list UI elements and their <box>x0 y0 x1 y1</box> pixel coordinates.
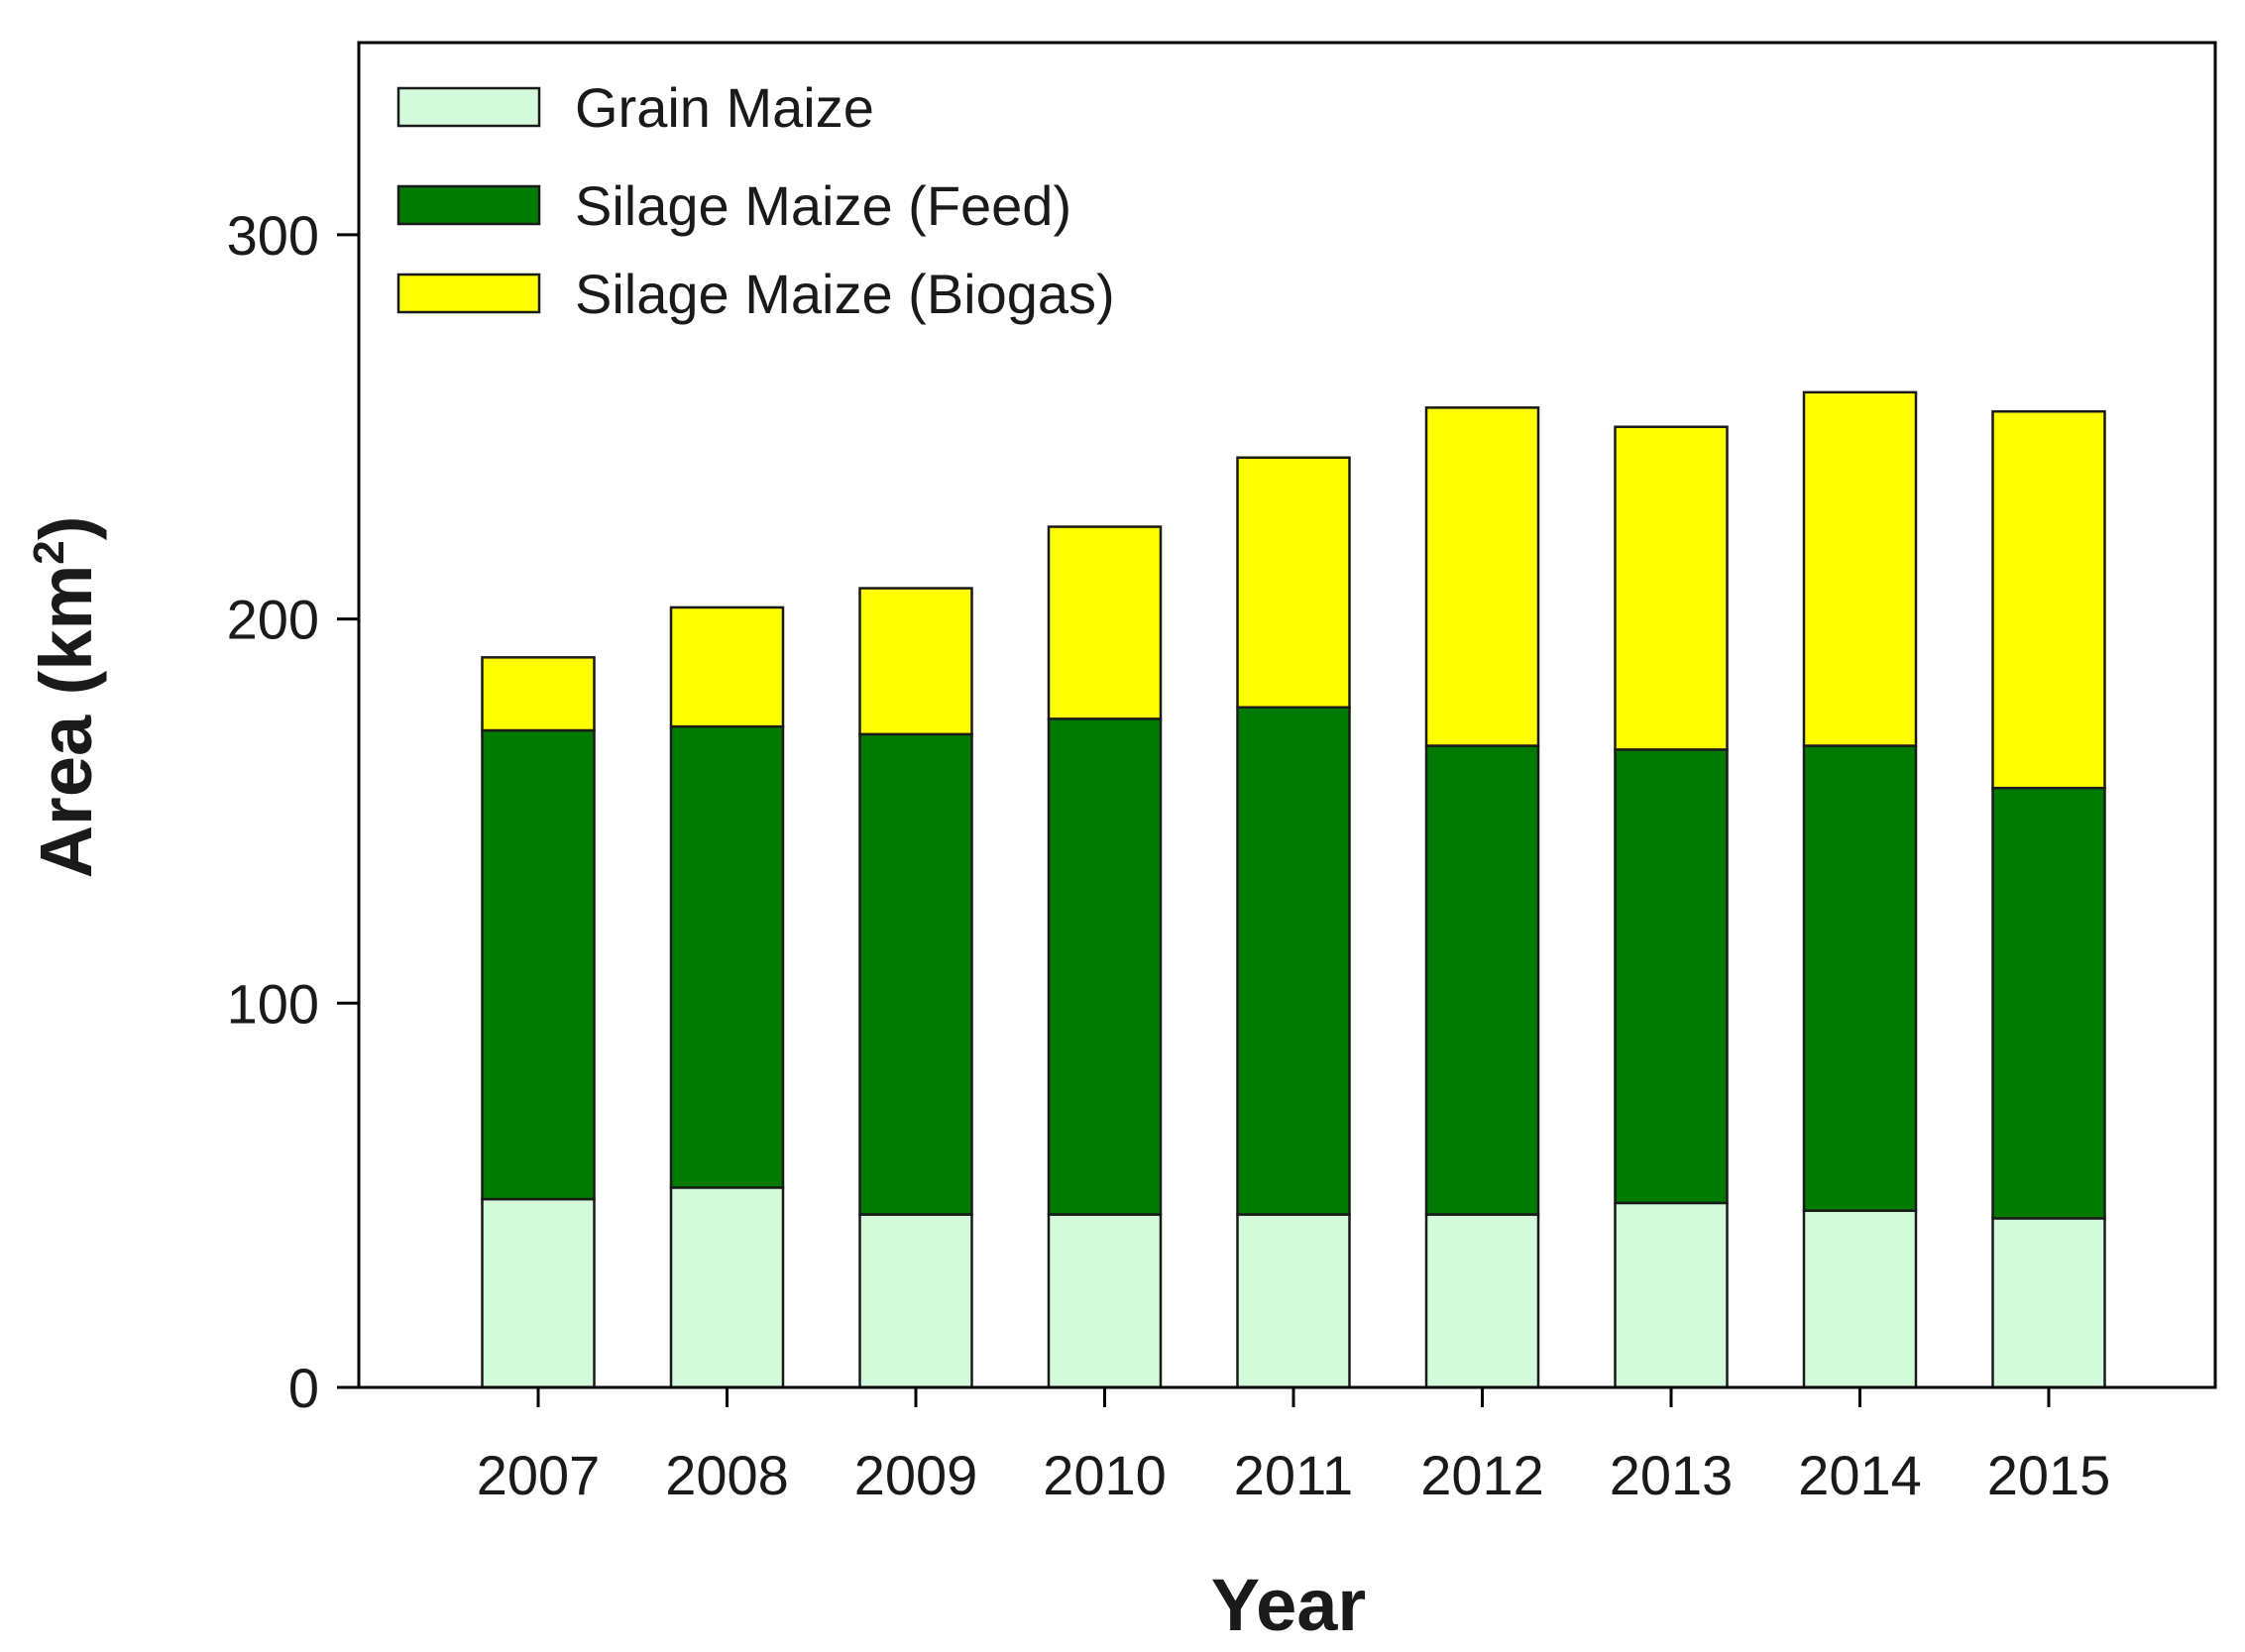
legend-swatch-2 <box>396 273 541 314</box>
bar-2013-series-1 <box>1614 748 1729 1205</box>
x-tick-label-2008: 2008 <box>665 1444 789 1506</box>
x-tick-label-2014: 2014 <box>1798 1444 1922 1506</box>
bar-2013-series-0 <box>1614 1201 1729 1389</box>
y-axis-title-close: ) <box>25 516 107 541</box>
axes-layer: 0 100 200 300 2007 2008 2009 2010 2011 2012 2013 20… <box>227 204 2111 1506</box>
legend-label-1: Silage Maize (Feed) <box>575 174 1071 237</box>
x-tick-label-2011: 2011 <box>1234 1444 1353 1506</box>
bar-2009-series-2 <box>858 587 973 736</box>
bar-2007-series-0 <box>481 1197 596 1389</box>
bar-2011-series-1 <box>1236 706 1351 1216</box>
bar-2010-series-2 <box>1047 525 1163 720</box>
legend-label-2: Silage Maize (Biogas) <box>575 263 1115 325</box>
bars-layer <box>481 390 2106 1389</box>
x-tick-label-2013: 2013 <box>1610 1444 1734 1506</box>
bar-2013-series-2 <box>1614 425 1729 751</box>
bar-2009-series-0 <box>858 1213 973 1389</box>
bar-2010-series-1 <box>1047 717 1163 1216</box>
y-axis-title-superscript: 2 <box>25 540 73 564</box>
bar-2009-series-1 <box>858 732 973 1216</box>
x-tick-label-2009: 2009 <box>854 1444 978 1506</box>
y-axis-title: Area (km2) <box>25 516 107 879</box>
bar-2007-series-2 <box>481 656 596 732</box>
x-tick-label-2015: 2015 <box>1987 1444 2111 1506</box>
legend-swatch-0 <box>396 86 541 128</box>
bar-2012-series-0 <box>1424 1213 1540 1389</box>
y-tick-label-300: 300 <box>227 204 319 267</box>
y-tick-label-100: 100 <box>227 972 319 1035</box>
bar-2015-series-2 <box>1991 409 2106 790</box>
plot-frame <box>357 41 2217 1389</box>
legend-swatch-1 <box>396 184 541 226</box>
y-tick-label-0: 0 <box>288 1357 319 1419</box>
legend: Grain Maize Silage Maize (Feed) Silage Mai… <box>396 76 1115 325</box>
bar-2008-series-0 <box>669 1186 785 1389</box>
y-tick-label-200: 200 <box>227 589 319 651</box>
bar-2015-series-1 <box>1991 786 2106 1220</box>
legend-label-0: Grain Maize <box>575 76 874 139</box>
bar-2011-series-0 <box>1236 1213 1351 1389</box>
x-axis-title: Year <box>1211 1564 1366 1646</box>
bar-2008-series-2 <box>669 606 785 728</box>
bar-2011-series-2 <box>1236 456 1351 709</box>
y-axis-title-main: Area (km <box>25 565 107 879</box>
bar-2008-series-1 <box>669 724 785 1189</box>
bar-2014-series-0 <box>1802 1209 1918 1389</box>
bar-2014-series-2 <box>1802 390 1918 747</box>
bar-2007-series-1 <box>481 728 596 1201</box>
bar-2014-series-1 <box>1802 744 1918 1212</box>
bar-2010-series-0 <box>1047 1213 1163 1389</box>
x-tick-label-2007: 2007 <box>477 1444 601 1506</box>
x-tick-label-2010: 2010 <box>1043 1444 1167 1506</box>
bar-2015-series-0 <box>1991 1217 2106 1389</box>
bar-2012-series-1 <box>1424 744 1540 1216</box>
x-tick-label-2012: 2012 <box>1420 1444 1544 1506</box>
bar-2012-series-2 <box>1424 406 1540 747</box>
